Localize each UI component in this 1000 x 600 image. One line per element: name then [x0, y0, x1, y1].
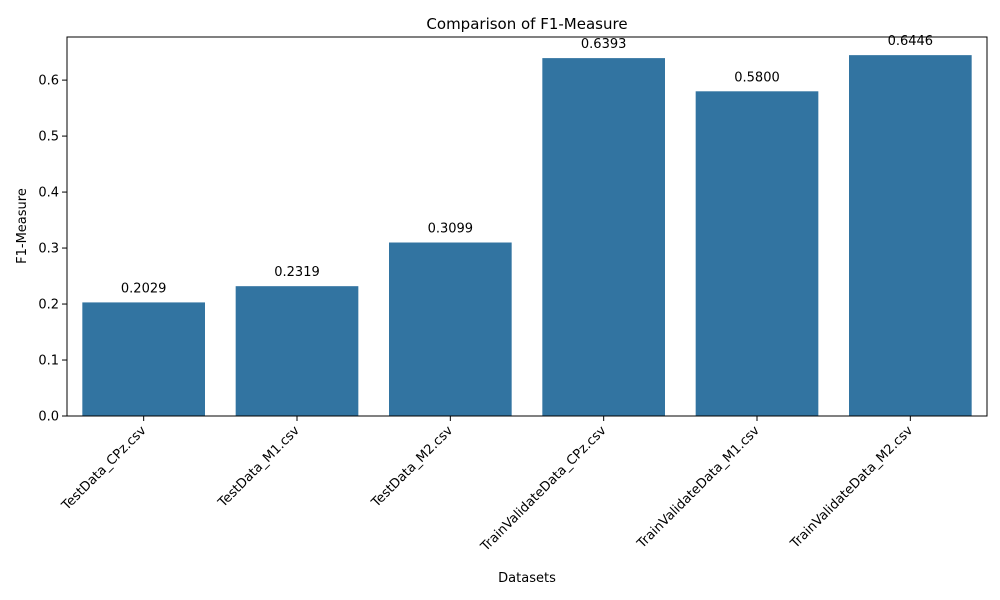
- y-tick-label-5: 0.5: [38, 130, 59, 145]
- bar-2: [389, 242, 512, 416]
- data-label-1: 0.2319: [274, 265, 320, 280]
- data-label-2: 0.3099: [428, 222, 474, 237]
- y-tick-label-2: 0.2: [38, 298, 59, 313]
- data-labels-group: 0.2029 0.2319 0.3099 0.6393 0.5800 0.6446: [121, 34, 933, 296]
- y-tick-label-1: 0.1: [38, 354, 59, 369]
- data-label-0: 0.2029: [121, 281, 167, 296]
- x-tick-label-0: TestData_CPz.csv: [59, 423, 150, 514]
- bar-1: [235, 286, 359, 416]
- x-tick-label-1: TestData_M1.csv: [215, 423, 303, 511]
- chart-title: Comparison of F1-Measure: [426, 15, 627, 33]
- x-tick-label-2: TestData_M2.csv: [368, 423, 456, 511]
- y-tick-label-6: 0.6: [38, 74, 59, 89]
- x-tick-label-5: TrainValidateData_M2.csv: [787, 423, 916, 552]
- y-axis-ticks: 0.0 0.1 0.2 0.3 0.4 0.5 0.6: [38, 74, 67, 425]
- y-tick-label-0: 0.0: [38, 410, 59, 425]
- bar-5: [849, 55, 972, 416]
- y-tick-label-3: 0.3: [38, 242, 59, 257]
- plot-frame: [66, 36, 988, 417]
- bars-group: [82, 55, 972, 417]
- x-axis-ticks: TestData_CPz.csv TestData_M1.csv TestData_…: [59, 416, 916, 555]
- data-label-3: 0.6393: [581, 37, 627, 52]
- data-label-4: 0.5800: [734, 70, 780, 85]
- bar-0: [82, 302, 205, 416]
- x-tick-label-4: TrainValidateData_M1.csv: [634, 423, 763, 552]
- bar-3: [542, 58, 665, 417]
- y-tick-label-4: 0.4: [38, 186, 59, 201]
- x-tick-label-3: TrainValidateData_CPz.csv: [478, 423, 610, 555]
- x-axis-label: Datasets: [498, 571, 556, 586]
- data-label-5: 0.6446: [888, 34, 934, 49]
- bar-4: [695, 91, 819, 417]
- y-axis-label: F1-Measure: [15, 188, 30, 264]
